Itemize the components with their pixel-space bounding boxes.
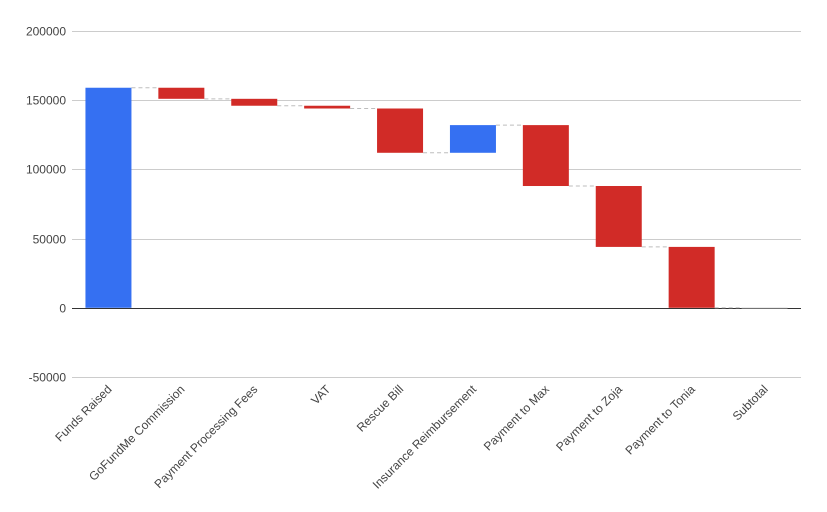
- y-tick-label: -50000: [29, 371, 67, 385]
- bar: [668, 246, 715, 308]
- bar: [595, 186, 642, 247]
- x-tick-label: Rescue Bill: [354, 382, 406, 434]
- x-tick-label: VAT: [308, 382, 334, 408]
- bar: [449, 125, 496, 153]
- x-tick-label: Payment to Max: [481, 382, 552, 453]
- x-tick-label: Payment to Zoja: [553, 382, 625, 454]
- bars: [85, 87, 788, 309]
- bar: [304, 105, 351, 109]
- y-tick-label: 50000: [33, 233, 67, 247]
- y-axis-tick-labels: -50000 0 50000 100000 150000 200000: [26, 25, 66, 385]
- bar: [231, 98, 278, 106]
- x-tick-label: Funds Raised: [52, 382, 114, 444]
- bar: [377, 108, 424, 153]
- bar: [85, 87, 132, 308]
- bar: [522, 125, 569, 187]
- y-tick-label: 150000: [26, 94, 66, 108]
- connector-lines: [131, 87, 742, 309]
- x-tick-label: Subtotal: [730, 382, 771, 423]
- x-tick-label: Payment to Tonia: [623, 382, 699, 458]
- bar: [158, 87, 205, 99]
- y-tick-label: 100000: [26, 163, 66, 177]
- gridlines: [72, 31, 801, 378]
- bar: [741, 307, 788, 309]
- y-tick-label: 200000: [26, 25, 66, 39]
- y-tick-label: 0: [59, 302, 66, 316]
